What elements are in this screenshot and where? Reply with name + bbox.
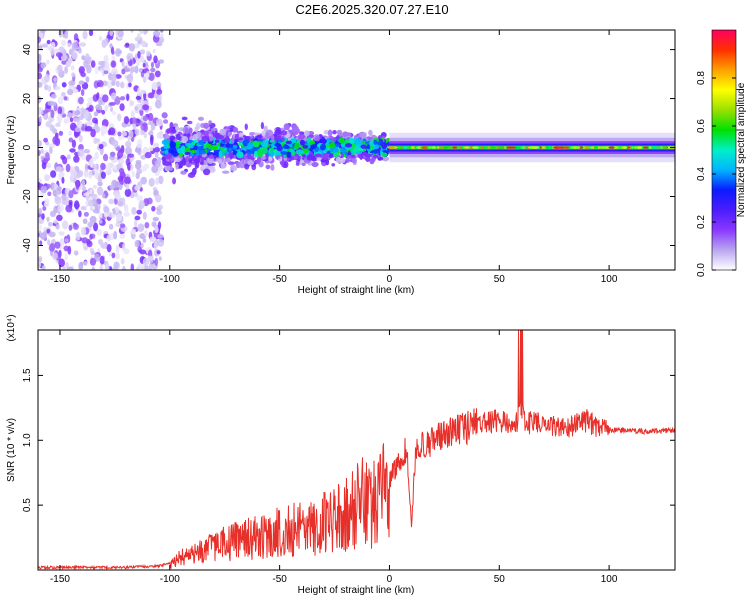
x-tick-label: 0 (387, 574, 393, 585)
chart-title: C2E6.2025.320.07.27.E10 (295, 2, 448, 17)
colorbar: 0.0 0.2 0.4 0.6 0.8 Normalized spectral ampl… (696, 29, 747, 277)
snr-panel: -150 -100 -50 0 50 100 0.5 1.0 1.5 Height of st… (6, 314, 676, 596)
colorbar-tick-label: 0.2 (696, 215, 707, 229)
x-tick-label: 100 (601, 274, 618, 285)
spectrogram-frame (37, 29, 676, 271)
y-tick-label: 40 (22, 44, 33, 56)
spectrogram-y-label: Frequency (Hz) (6, 116, 17, 185)
y-tick-label: -20 (22, 189, 33, 204)
x-tick-label: -150 (50, 274, 70, 285)
y-tick-label: -40 (22, 238, 33, 253)
spectrogram-heatmap (38, 30, 675, 270)
colorbar-tick-label: 0.6 (696, 119, 707, 133)
x-tick-label: -50 (272, 274, 287, 285)
snr-y-ticks: 0.5 1.0 1.5 (22, 368, 675, 512)
x-tick-label: 50 (494, 574, 506, 585)
snr-series-line (37, 329, 676, 571)
colorbar-gradient (711, 29, 737, 271)
colorbar-tick-label: 0.4 (696, 167, 707, 181)
y-tick-label: 0 (22, 144, 33, 150)
x-tick-label: 0 (387, 274, 393, 285)
x-tick-label: 50 (494, 274, 506, 285)
colorbar-label: Normalized spectral amplitude (736, 82, 747, 217)
snr-x-label: Height of straight line (km) (298, 585, 415, 596)
colorbar-tick-label: 0.0 (696, 263, 707, 277)
spectrogram-panel: -150 -100 -50 0 50 100 -40 -20 0 20 40 Height of … (6, 29, 676, 296)
spectrogram-x-label: Height of straight line (km) (298, 285, 415, 296)
spectrogram-x-ticks: -150 -100 -50 0 50 100 (50, 30, 618, 285)
snr-y-label: SNR (10 * v/v) (6, 418, 17, 482)
colorbar-ticks: 0.0 0.2 0.4 0.6 0.8 (696, 71, 736, 277)
snr-x-ticks: -150 -100 -50 0 50 100 (50, 330, 618, 585)
x-tick-label: -100 (160, 274, 180, 285)
colorbar-tick-label: 0.8 (696, 71, 707, 85)
spectrogram-cells (38, 30, 675, 270)
y-tick-label: 0.5 (22, 498, 33, 512)
y-tick-label: 1.0 (22, 433, 33, 447)
y-tick-label: 20 (22, 93, 33, 105)
x-tick-label: 100 (601, 574, 618, 585)
x-tick-label: -150 (50, 574, 70, 585)
x-tick-label: -50 (272, 574, 287, 585)
spectrogram-y-ticks: -40 -20 0 20 40 (22, 44, 675, 253)
x-tick-label: -100 (160, 574, 180, 585)
snr-y-scale-label: (x10⁴) (6, 314, 17, 341)
snr-frame (37, 329, 676, 571)
y-tick-label: 1.5 (22, 368, 33, 382)
